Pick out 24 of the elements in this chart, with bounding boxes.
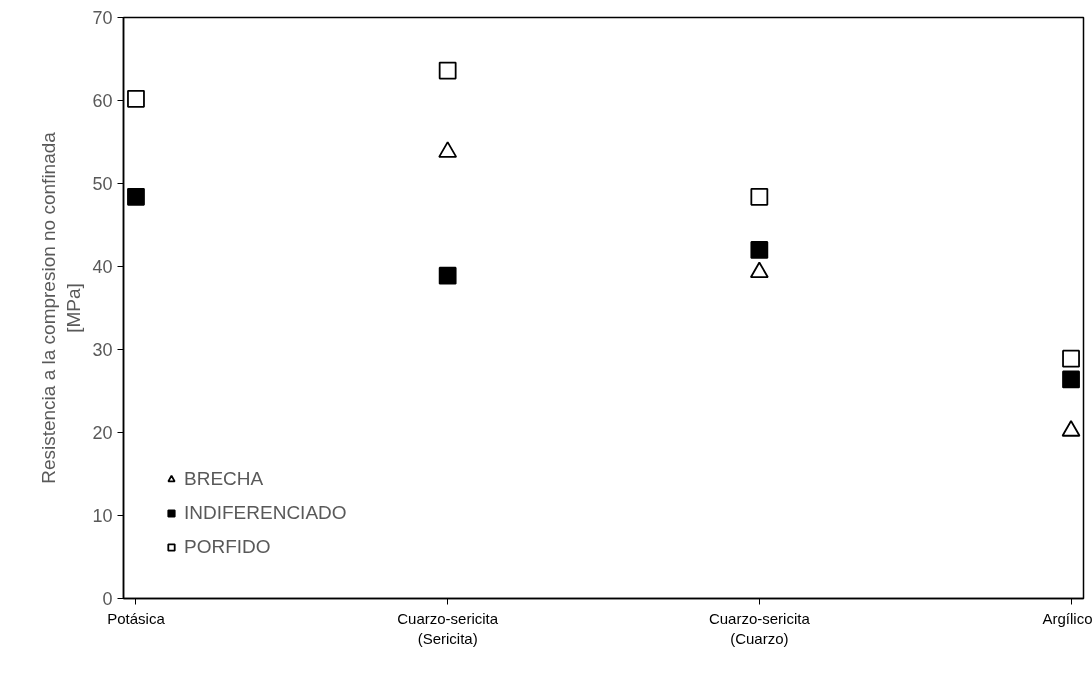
y-tick-label: 50 — [92, 174, 113, 194]
x-tick-label: Cuarzo-sericita (Cuarzo) — [708, 609, 811, 647]
legend-label: INDIFERENCIADO — [184, 502, 347, 524]
x-tick-label: Argílico — [1042, 609, 1092, 627]
legend-label: PORFIDO — [184, 536, 271, 558]
point — [1062, 370, 1080, 389]
point — [127, 187, 145, 206]
point — [127, 89, 145, 108]
point — [750, 187, 769, 206]
y-tick-label: 10 — [92, 506, 113, 526]
x-tick-label: Cuarzo-sericita (Sericita) — [397, 609, 499, 647]
y-tick-label: 40 — [92, 257, 113, 277]
y-tick-label: 70 — [92, 8, 113, 28]
point — [1062, 349, 1080, 368]
point — [750, 241, 769, 259]
y-tick-label: 60 — [92, 91, 113, 111]
point — [438, 266, 457, 285]
y-tick-label: 0 — [102, 589, 113, 609]
y-tick-label: 30 — [92, 340, 113, 360]
x-tick-label: Potásica — [107, 609, 166, 627]
y-tick-label: 20 — [92, 423, 113, 443]
point — [438, 61, 457, 80]
legend-label: BRECHA — [184, 468, 264, 490]
y-axis-title: Resistencia a la compresion no confinada [MPa] — [38, 131, 85, 484]
